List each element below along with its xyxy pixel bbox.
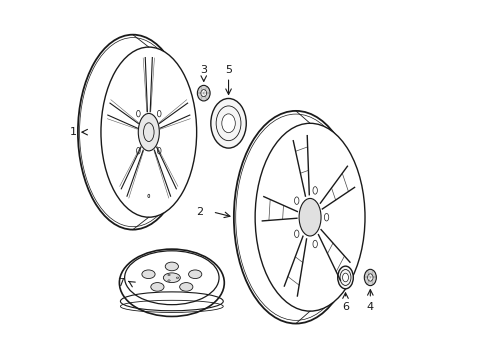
Ellipse shape: [294, 197, 298, 204]
Ellipse shape: [367, 274, 372, 281]
Ellipse shape: [299, 198, 321, 236]
Ellipse shape: [294, 230, 298, 238]
Text: 2: 2: [196, 207, 203, 217]
Ellipse shape: [255, 123, 364, 311]
Ellipse shape: [167, 274, 170, 276]
Ellipse shape: [201, 90, 206, 97]
Ellipse shape: [324, 213, 328, 221]
Ellipse shape: [136, 111, 140, 117]
Ellipse shape: [312, 240, 317, 248]
Ellipse shape: [136, 147, 140, 154]
Ellipse shape: [167, 280, 170, 281]
Ellipse shape: [197, 85, 210, 101]
Ellipse shape: [157, 111, 161, 117]
Ellipse shape: [179, 283, 192, 291]
Ellipse shape: [222, 114, 235, 133]
Ellipse shape: [176, 277, 178, 278]
Ellipse shape: [150, 283, 163, 291]
Ellipse shape: [364, 269, 376, 285]
Ellipse shape: [188, 270, 202, 279]
Ellipse shape: [157, 147, 161, 154]
Ellipse shape: [337, 266, 353, 289]
Ellipse shape: [163, 273, 180, 283]
Text: 1: 1: [70, 127, 77, 137]
Text: 7: 7: [117, 278, 124, 288]
Ellipse shape: [312, 187, 317, 194]
Ellipse shape: [101, 47, 196, 217]
Ellipse shape: [138, 113, 159, 151]
Ellipse shape: [342, 273, 348, 282]
Ellipse shape: [124, 251, 219, 305]
Ellipse shape: [165, 262, 178, 271]
Ellipse shape: [210, 99, 246, 148]
Text: 4: 4: [366, 302, 373, 312]
Text: 6: 6: [341, 302, 348, 312]
Ellipse shape: [147, 194, 149, 198]
Ellipse shape: [142, 270, 155, 279]
Text: 5: 5: [224, 66, 232, 76]
Text: 3: 3: [200, 66, 207, 76]
